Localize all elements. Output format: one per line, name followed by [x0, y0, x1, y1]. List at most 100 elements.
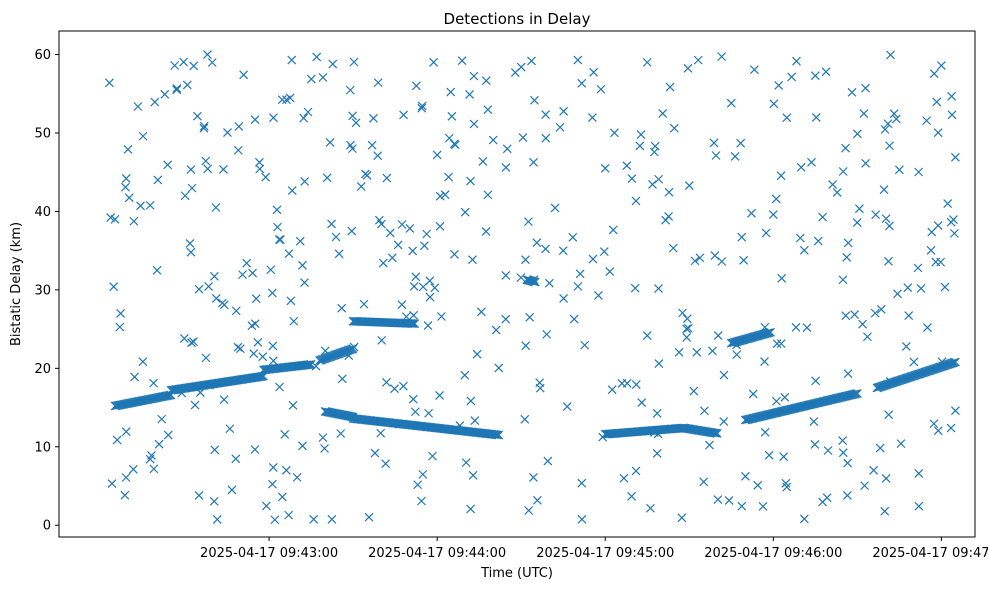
- y-tick-label: 60: [34, 48, 51, 63]
- data-point-marker: [764, 450, 774, 460]
- data-point-marker: [884, 410, 894, 420]
- data-point-marker: [281, 465, 291, 475]
- data-point-marker: [776, 171, 786, 181]
- data-point-marker: [381, 459, 391, 469]
- data-point-marker: [885, 376, 895, 386]
- data-point-marker: [668, 243, 678, 253]
- data-point-marker: [541, 133, 551, 143]
- data-point-marker: [598, 432, 608, 442]
- data-point-marker: [524, 506, 534, 515]
- data-point-marker: [760, 322, 770, 332]
- data-point-marker: [411, 81, 421, 91]
- data-point-marker: [337, 303, 347, 313]
- data-point-marker: [320, 444, 329, 453]
- data-point-marker: [664, 187, 674, 197]
- x-axis: 2025-04-17 09:43:00 2025-04-17 09:44:00 20…: [200, 537, 988, 561]
- data-point-marker: [250, 115, 260, 125]
- data-point-marker: [327, 514, 337, 524]
- data-point-marker: [737, 501, 747, 511]
- data-point-marker: [885, 141, 894, 151]
- data-point-marker: [802, 323, 812, 333]
- data-point-marker: [177, 388, 187, 398]
- data-point-marker: [875, 443, 885, 453]
- data-point-marker: [211, 203, 221, 212]
- data-point-marker: [395, 419, 405, 429]
- data-point-marker: [328, 59, 338, 69]
- data-point-marker: [253, 337, 263, 347]
- data-point-marker: [129, 216, 139, 226]
- data-point-marker: [344, 351, 354, 361]
- data-point-marker: [649, 147, 659, 157]
- data-point-marker: [203, 164, 213, 174]
- data-point-marker: [719, 417, 729, 427]
- data-point-marker: [575, 269, 585, 279]
- data-point-marker: [922, 116, 932, 126]
- data-point-marker: [886, 50, 895, 60]
- data-point-marker: [121, 427, 131, 437]
- data-point-marker: [747, 208, 756, 218]
- data-point-marker: [739, 255, 749, 265]
- data-point-marker: [627, 174, 637, 184]
- data-point-marker: [648, 180, 657, 189]
- data-point-marker: [541, 110, 551, 119]
- data-point-marker: [818, 212, 828, 222]
- data-point-marker: [758, 501, 768, 511]
- data-point-marker: [327, 219, 336, 229]
- data-point-marker: [654, 284, 663, 294]
- data-point-marker: [799, 245, 809, 255]
- data-point-marker: [318, 72, 328, 82]
- data-point-marker: [417, 496, 426, 506]
- data-point-marker: [936, 257, 946, 267]
- data-point-marker: [149, 464, 159, 474]
- data-point-marker: [852, 129, 862, 139]
- data-point-marker: [435, 221, 445, 231]
- data-point-marker: [469, 71, 479, 81]
- data-point-marker: [772, 396, 781, 406]
- data-point-marker: [250, 445, 260, 454]
- data-point-marker: [652, 408, 662, 418]
- data-point-marker: [740, 471, 750, 481]
- data-point-marker: [267, 288, 277, 298]
- data-point-marker: [376, 428, 386, 438]
- data-point-marker: [653, 429, 663, 439]
- data-point-marker: [300, 278, 309, 288]
- data-point-marker: [550, 203, 560, 213]
- data-point-marker: [233, 145, 243, 155]
- data-point-marker: [472, 349, 482, 359]
- data-point-marker: [303, 107, 313, 117]
- data-point-marker: [828, 180, 838, 190]
- data-point-marker: [325, 138, 335, 147]
- data-point-marker: [947, 110, 957, 120]
- data-point-marker: [286, 296, 296, 306]
- data-point-marker: [589, 67, 599, 77]
- data-point-marker: [791, 322, 801, 332]
- data-point-marker: [292, 472, 302, 482]
- data-point-marker: [810, 71, 820, 81]
- data-point-marker: [842, 491, 852, 500]
- x-tick-label: 2025-04-17 09:47:00: [872, 546, 988, 561]
- data-point-marker: [300, 177, 310, 186]
- data-point-marker: [309, 514, 319, 524]
- data-point-marker: [304, 360, 313, 370]
- data-point-marker: [914, 501, 924, 511]
- data-point-marker: [121, 473, 131, 482]
- data-point-marker: [209, 271, 219, 281]
- data-point-marker: [501, 163, 511, 172]
- data-point-marker: [138, 357, 148, 367]
- data-point-marker: [273, 222, 282, 232]
- data-point-marker: [481, 76, 491, 86]
- data-point-marker: [408, 394, 418, 404]
- data-point-marker: [669, 123, 679, 133]
- data-point-marker: [258, 352, 268, 362]
- data-point-marker: [909, 357, 919, 367]
- data-point-marker: [189, 337, 198, 347]
- data-point-marker: [405, 224, 415, 233]
- data-point-marker: [476, 307, 486, 317]
- data-point-marker: [532, 238, 542, 248]
- data-point-marker: [398, 381, 408, 391]
- data-point-marker: [218, 165, 228, 174]
- data-point-marker: [761, 228, 771, 238]
- data-point-marker: [842, 252, 852, 262]
- data-point-marker: [422, 229, 432, 239]
